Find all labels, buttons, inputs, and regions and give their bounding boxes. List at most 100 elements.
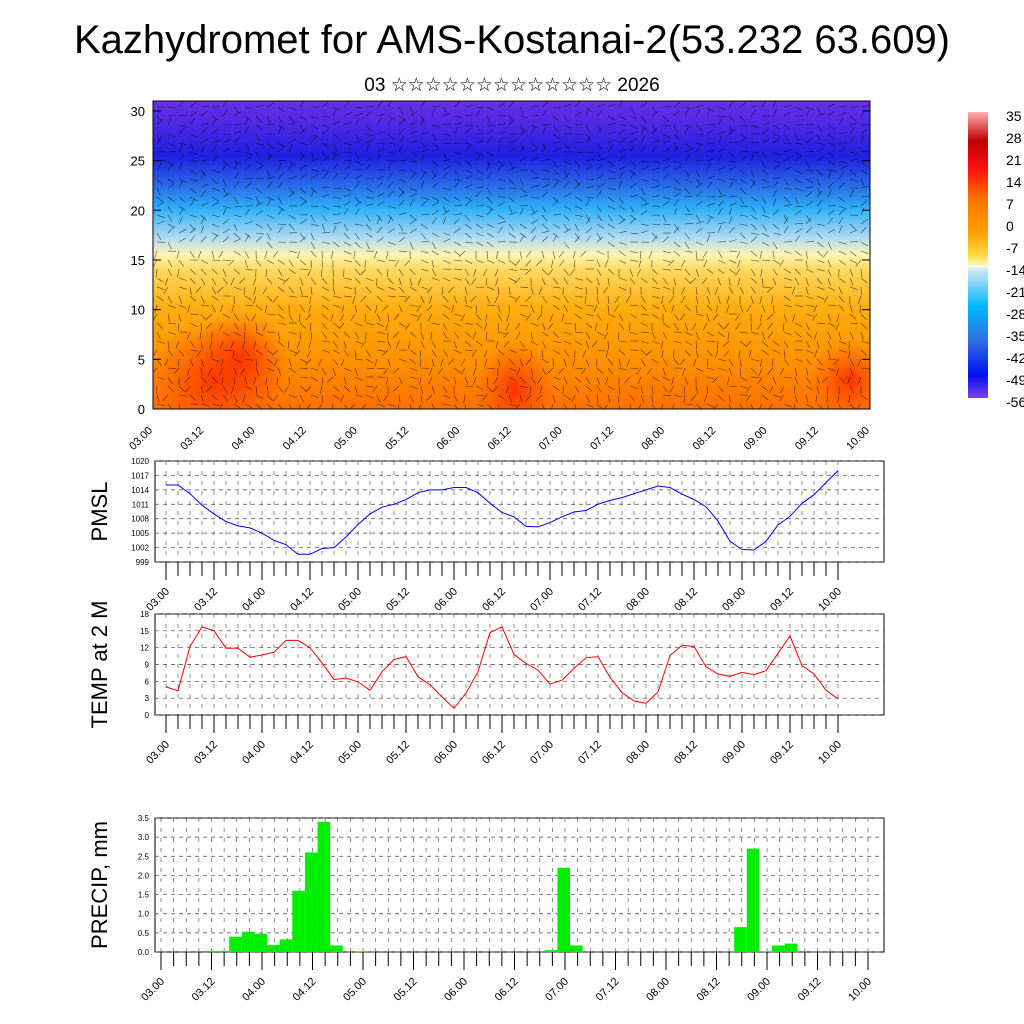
wind-barb [431, 105, 440, 108]
wind-barb [354, 331, 360, 340]
wind-barb [552, 160, 558, 168]
wind-barb [695, 385, 699, 394]
wind-barb [618, 196, 624, 204]
wind-barb [857, 403, 862, 409]
wind-barb [838, 111, 847, 117]
wind-barb [783, 268, 792, 274]
wind-barb [574, 196, 583, 202]
wind-barb [596, 349, 605, 352]
wind-barb [266, 181, 273, 189]
wind-barb [805, 268, 814, 273]
x-tick-label: 07.00 [537, 425, 565, 453]
wind-barb [485, 313, 488, 322]
wind-barb [200, 202, 209, 207]
wind-barb [222, 139, 231, 144]
y-tick-label: 1017 [131, 471, 149, 480]
wind-barb [222, 178, 227, 187]
wind-barb [551, 403, 554, 409]
wind-barb [288, 286, 295, 294]
wind-barb [816, 178, 821, 187]
wind-barb [497, 123, 506, 126]
wind-barb [706, 129, 715, 135]
wind-barb [255, 196, 260, 205]
wind-barb [519, 232, 527, 239]
wind-barbs [153, 101, 870, 409]
y-tick-label: 15 [131, 253, 145, 268]
wind-barb [288, 313, 294, 322]
wind-barb [299, 295, 309, 297]
wind-barb [847, 376, 851, 385]
wind-barb [772, 198, 777, 207]
wind-barb [167, 340, 170, 349]
wind-barb [860, 150, 869, 153]
wind-barb [361, 403, 367, 409]
wind-barb [827, 277, 831, 286]
wind-barb [849, 229, 858, 234]
wind-barb [563, 331, 572, 335]
wind-barb [470, 295, 477, 303]
wind-barb [827, 228, 836, 234]
wind-barb [178, 304, 187, 309]
wind-barb [794, 358, 803, 362]
wind-barb [805, 169, 814, 172]
wind-barb [486, 250, 488, 260]
x-tick-label: 08.00 [624, 739, 652, 767]
wind-barb [761, 196, 767, 205]
wind-barb [442, 166, 451, 171]
wind-barb [683, 394, 686, 403]
wind-barb [283, 277, 290, 284]
wind-barb [585, 178, 595, 180]
wind-barb [244, 208, 251, 216]
wind-barb [563, 228, 571, 234]
wind-barb [547, 367, 554, 374]
wind-barb [827, 133, 835, 140]
wind-barb [750, 178, 756, 186]
wind-barb [849, 122, 858, 126]
y-tick-label: 3.0 [138, 833, 150, 842]
wind-barb [783, 403, 792, 407]
wind-barb [409, 111, 417, 117]
x-tick-label: 09.00 [720, 586, 748, 614]
wind-barb [244, 126, 249, 135]
x-tick-label: 04.00 [240, 586, 268, 614]
wind-barb [563, 192, 572, 198]
wind-barb [662, 173, 670, 180]
x-tick-label: 04.12 [291, 976, 319, 1004]
precip-bar [746, 848, 760, 952]
wind-barb [596, 158, 605, 162]
wind-barb [715, 304, 719, 313]
wind-barb [739, 385, 748, 389]
precip-bar [216, 950, 230, 952]
wind-barb [728, 128, 736, 135]
wind-barb [365, 385, 374, 388]
wind-barb [332, 205, 342, 208]
wind-barb [778, 394, 785, 402]
wind-barb [409, 286, 417, 292]
wind-barb [211, 268, 219, 275]
wind-barb [717, 295, 721, 304]
wind-barb [431, 259, 434, 268]
wind-barb [662, 115, 669, 122]
wind-barb [860, 200, 868, 207]
wind-barb [464, 223, 472, 230]
wind-barb [475, 109, 481, 117]
wind-barb [604, 403, 609, 409]
wind-barb [343, 122, 352, 126]
wind-barb [585, 133, 591, 141]
wind-barb [563, 181, 570, 189]
wind-barb [486, 403, 494, 409]
wind-barb [156, 331, 161, 340]
wind-barb [757, 376, 763, 384]
wind-barb [277, 205, 285, 212]
wind-barb [453, 169, 460, 177]
wind-barb [728, 367, 733, 376]
wind-barb [838, 259, 846, 266]
wind-barb [277, 403, 283, 409]
wind-barb [310, 367, 319, 371]
wind-barb [374, 250, 378, 259]
wind-barb [266, 142, 274, 149]
wind-barb [354, 367, 358, 376]
wind-barb [816, 403, 824, 409]
y-tick-label: 1.0 [138, 910, 150, 919]
wind-barb [640, 394, 645, 403]
